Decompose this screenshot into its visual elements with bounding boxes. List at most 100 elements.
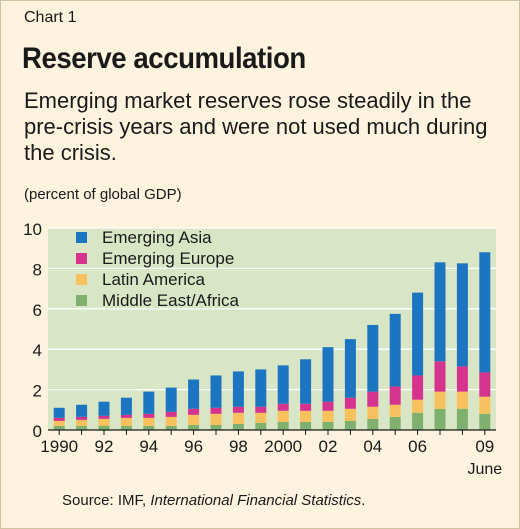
bar-segment — [210, 424, 222, 430]
legend-label: Middle East/Africa — [102, 291, 240, 310]
bar-segment — [367, 324, 379, 392]
source-suffix: . — [361, 492, 366, 509]
bar-segment — [277, 365, 289, 404]
y-tick-label: 0 — [33, 422, 42, 441]
y-tick-label: 4 — [33, 341, 42, 360]
bar-segment — [456, 408, 468, 430]
bar-segment — [479, 252, 491, 373]
bar-segment — [344, 408, 356, 421]
bar-segment — [277, 421, 289, 430]
y-tick-label: 2 — [33, 382, 42, 401]
source-prefix: Source: IMF, — [62, 492, 151, 509]
bar-segment — [434, 408, 446, 430]
y-tick-label: 6 — [33, 301, 42, 320]
bar-segment — [367, 391, 379, 407]
bar-segment — [344, 339, 356, 398]
bar-segment — [277, 403, 289, 411]
bar-segment — [412, 399, 424, 413]
bar-segment — [143, 413, 155, 418]
bar-segment — [143, 417, 155, 426]
bar-segment — [255, 369, 267, 407]
bar-segment — [98, 415, 110, 419]
x-tick-label: 04 — [363, 437, 382, 456]
bar-segment — [389, 404, 401, 417]
bar-segment — [255, 406, 267, 413]
bar-segment — [434, 391, 446, 409]
bar-segment — [165, 425, 177, 430]
bar-segment — [188, 424, 200, 430]
x-tick-label: 96 — [184, 437, 203, 456]
x-tick-label: 92 — [95, 437, 114, 456]
bar-segment — [456, 366, 468, 392]
bar-segment — [322, 421, 334, 430]
bar-segment — [76, 416, 88, 420]
bar-segment — [232, 406, 244, 413]
bar-segment — [143, 391, 155, 414]
bar-segment — [53, 425, 65, 430]
bar-segment — [389, 386, 401, 405]
legend-swatch — [76, 253, 87, 264]
bar-segment — [367, 418, 379, 430]
bar-segment — [98, 425, 110, 430]
bar-segment — [300, 403, 312, 411]
bar-segment — [412, 292, 424, 376]
bar-segment — [322, 410, 334, 422]
bar-segment — [389, 313, 401, 387]
bar-segment — [322, 347, 334, 402]
bar-segment — [232, 423, 244, 430]
legend-swatch — [76, 295, 87, 306]
legend-label: Latin America — [102, 270, 206, 289]
bar-segment — [322, 401, 334, 411]
bar-segment — [188, 379, 200, 409]
bar-segment — [143, 425, 155, 430]
legend-label: Emerging Europe — [102, 249, 234, 268]
bar-segment — [120, 397, 132, 415]
x-tick-label: 09 — [475, 437, 494, 456]
legend-label: Emerging Asia — [102, 228, 212, 247]
bar-segment — [232, 412, 244, 424]
x-tick-label: 06 — [408, 437, 427, 456]
bar-segment — [188, 414, 200, 425]
bar-segment — [277, 410, 289, 422]
bar-segment — [76, 404, 88, 417]
x-tick-label: 98 — [229, 437, 248, 456]
bar-segment — [434, 361, 446, 392]
bar-segment — [300, 410, 312, 422]
x-tick-label: 1990 — [40, 437, 78, 456]
legend-swatch — [76, 274, 87, 285]
x-tick-label: 2000 — [264, 437, 302, 456]
bar-segment — [210, 375, 222, 408]
bar-segment — [120, 425, 132, 430]
y-tick-label: 8 — [33, 260, 42, 279]
bar-segment — [255, 422, 267, 430]
chart-title: Reserve accumulation — [22, 42, 306, 75]
bar-segment — [98, 418, 110, 426]
bar-segment — [232, 371, 244, 407]
bar-segment — [98, 401, 110, 416]
source-note: Source: IMF, International Financial Sta… — [62, 492, 365, 509]
bar-segment — [53, 407, 65, 418]
x-sub-label: June — [467, 461, 502, 478]
bar-segment — [53, 417, 65, 421]
bar-segment — [479, 396, 491, 414]
bar-segment — [76, 419, 88, 426]
bar-segment — [165, 416, 177, 426]
bar-segment — [120, 417, 132, 426]
chart-subtitle: Emerging market reserves rose steadily i… — [24, 88, 488, 165]
bar-segment — [76, 425, 88, 430]
bar-segment — [479, 413, 491, 430]
bar-segment — [165, 411, 177, 417]
bar-segment — [53, 420, 65, 426]
bar-segment — [434, 262, 446, 362]
bar-segment — [300, 421, 312, 430]
bar-segment — [255, 412, 267, 423]
bar-segment — [210, 413, 222, 425]
bar-segment — [456, 263, 468, 367]
chart-number: Chart 1 — [24, 9, 77, 26]
bar-segment — [210, 407, 222, 414]
y-tick-label: 10 — [23, 220, 42, 239]
bar-segment — [389, 416, 401, 430]
x-tick-label: 94 — [139, 437, 158, 456]
bar-segment — [367, 406, 379, 419]
